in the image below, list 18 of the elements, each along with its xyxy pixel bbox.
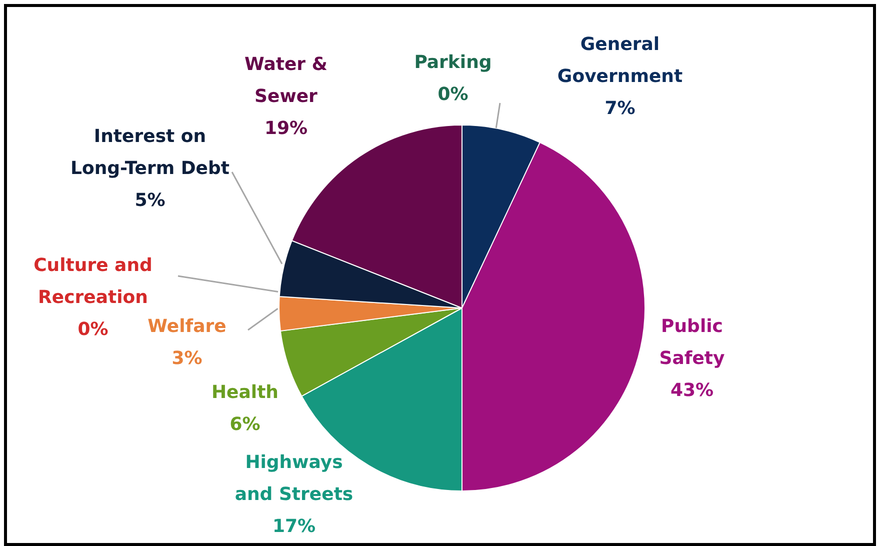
slice-label: Health [211, 382, 279, 403]
slice-label: Public Safety [659, 316, 726, 369]
data-label: 3% [172, 348, 202, 369]
text: 0% [438, 84, 468, 105]
slice-label: Water & Sewer [244, 54, 328, 107]
data-label: 5% [134, 190, 166, 211]
category-label: Culture and Recreation [34, 254, 152, 308]
slice-label: Highways and Streets [234, 452, 354, 505]
slice-label: General Government [557, 34, 683, 87]
data-label: 43% [670, 380, 714, 401]
category-label: Parking [414, 52, 492, 73]
data-label: 7% [604, 98, 636, 119]
data-label: 17% [272, 516, 316, 537]
data-label: 6% [230, 414, 260, 435]
slice-label: Interest on Long-Term Debt [70, 126, 230, 179]
text: 0% [78, 318, 108, 340]
data-label: 19% [264, 118, 308, 139]
slice-label: Welfare [148, 316, 226, 337]
